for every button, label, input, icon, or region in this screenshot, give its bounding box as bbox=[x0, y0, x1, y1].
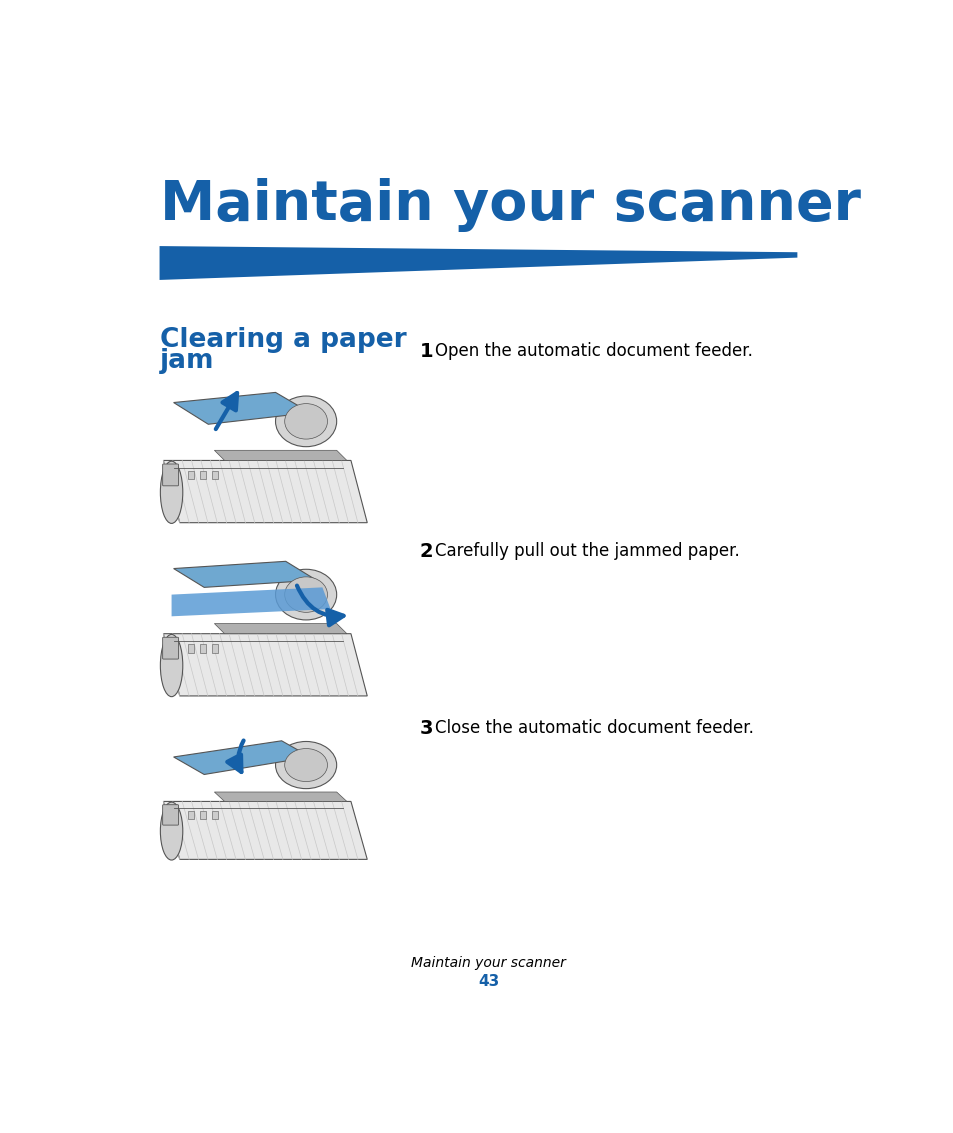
Ellipse shape bbox=[160, 634, 183, 697]
Polygon shape bbox=[214, 623, 347, 633]
FancyBboxPatch shape bbox=[162, 465, 178, 486]
Polygon shape bbox=[163, 633, 367, 696]
Polygon shape bbox=[173, 392, 310, 424]
Polygon shape bbox=[214, 450, 347, 460]
Text: Open the automatic document feeder.: Open the automatic document feeder. bbox=[435, 342, 753, 360]
Ellipse shape bbox=[284, 577, 327, 612]
Polygon shape bbox=[173, 741, 310, 775]
Ellipse shape bbox=[160, 802, 183, 860]
Text: 43: 43 bbox=[477, 973, 499, 989]
FancyBboxPatch shape bbox=[162, 637, 178, 659]
Bar bbox=[213, 644, 218, 653]
Ellipse shape bbox=[275, 569, 336, 620]
Text: Maintain your scanner: Maintain your scanner bbox=[159, 178, 860, 232]
Ellipse shape bbox=[275, 741, 336, 789]
Bar bbox=[188, 811, 193, 819]
Polygon shape bbox=[163, 460, 367, 522]
Text: 3: 3 bbox=[419, 718, 433, 738]
Polygon shape bbox=[159, 246, 797, 280]
Polygon shape bbox=[173, 561, 316, 587]
Bar bbox=[188, 470, 193, 479]
Polygon shape bbox=[172, 587, 331, 616]
Text: 1: 1 bbox=[419, 342, 433, 361]
Text: 2: 2 bbox=[419, 542, 433, 561]
Bar bbox=[213, 470, 218, 479]
Ellipse shape bbox=[160, 461, 183, 523]
Ellipse shape bbox=[275, 397, 336, 446]
Ellipse shape bbox=[284, 749, 327, 782]
Text: jam: jam bbox=[159, 348, 213, 374]
Text: Carefully pull out the jammed paper.: Carefully pull out the jammed paper. bbox=[435, 542, 740, 560]
Bar bbox=[213, 811, 218, 819]
Text: Maintain your scanner: Maintain your scanner bbox=[411, 956, 566, 970]
Ellipse shape bbox=[284, 403, 327, 440]
Polygon shape bbox=[214, 792, 347, 801]
Bar bbox=[188, 644, 193, 653]
Bar bbox=[200, 811, 206, 819]
Bar bbox=[200, 644, 206, 653]
Bar bbox=[200, 470, 206, 479]
FancyBboxPatch shape bbox=[162, 804, 178, 825]
Text: Clearing a paper: Clearing a paper bbox=[159, 327, 406, 352]
Polygon shape bbox=[163, 801, 367, 859]
Text: Close the automatic document feeder.: Close the automatic document feeder. bbox=[435, 718, 754, 736]
